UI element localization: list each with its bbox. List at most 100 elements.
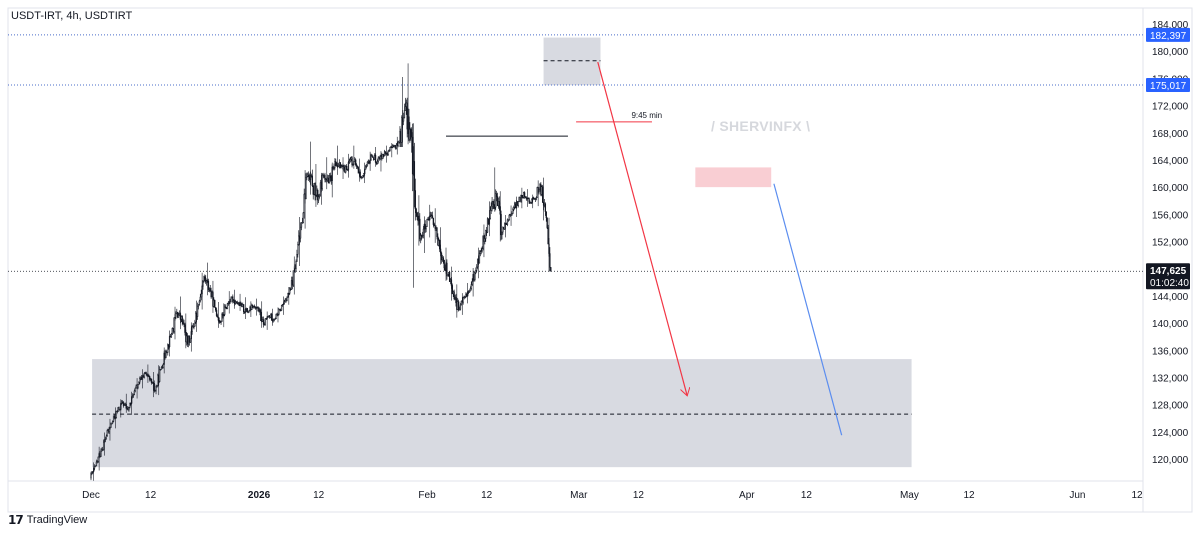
candle-body xyxy=(406,102,408,130)
candle-body xyxy=(498,200,500,207)
candle-body xyxy=(447,273,449,277)
candle-body xyxy=(379,156,381,159)
x-tick-label: 12 xyxy=(633,490,645,501)
candle-body xyxy=(426,218,428,227)
candle-body xyxy=(317,189,319,201)
candle-body xyxy=(113,415,116,419)
candle-body xyxy=(196,305,199,317)
candle-body xyxy=(303,193,305,214)
candle-body xyxy=(403,110,406,119)
candle-body xyxy=(153,382,155,391)
candle-body xyxy=(352,164,354,166)
candle-body xyxy=(232,296,234,303)
candle-body xyxy=(279,309,281,311)
candle-body xyxy=(122,402,125,406)
candle-body xyxy=(292,270,294,286)
candle-body xyxy=(298,235,300,245)
x-tick-label: 12 xyxy=(963,490,975,501)
candle-body xyxy=(200,293,202,298)
candle-body xyxy=(363,173,365,176)
candle-body xyxy=(489,210,491,220)
y-tick-label: 184,000 xyxy=(1152,20,1189,31)
candle-body xyxy=(286,296,288,302)
candle-body xyxy=(409,129,411,140)
candle-body xyxy=(337,164,340,167)
candle-body xyxy=(333,167,335,169)
candle-body xyxy=(112,415,115,422)
candle-body xyxy=(112,421,114,424)
candle-body xyxy=(460,300,463,306)
y-tick-label: 136,000 xyxy=(1152,346,1189,357)
candle-body xyxy=(517,201,519,206)
candle-body xyxy=(335,161,337,167)
candle-body xyxy=(550,267,552,272)
candle-body xyxy=(116,411,118,413)
candle-body xyxy=(207,280,210,290)
x-tick-label: Apr xyxy=(739,490,755,501)
candle-body xyxy=(504,223,506,230)
candle-body xyxy=(230,297,232,302)
y-tick-label: 124,000 xyxy=(1152,428,1189,439)
candle-body xyxy=(484,238,486,242)
candle-body xyxy=(159,369,162,371)
candle-body xyxy=(119,409,121,411)
candle-body xyxy=(104,438,107,441)
candle-body xyxy=(451,285,453,295)
candle-body xyxy=(508,214,510,220)
candle-body xyxy=(305,177,307,200)
candle-body xyxy=(413,161,416,191)
candle-body xyxy=(318,194,321,198)
candle-body xyxy=(137,384,139,389)
brand-label: TradingView xyxy=(26,514,88,526)
candle-body xyxy=(314,183,316,196)
candle-body xyxy=(401,117,403,143)
candle-body xyxy=(235,301,238,303)
candle-body xyxy=(294,268,296,272)
candle-body xyxy=(143,373,145,378)
candle-body xyxy=(111,422,113,425)
candle-body xyxy=(93,466,96,469)
candle-body xyxy=(345,166,348,171)
candle-body xyxy=(194,321,196,327)
candle-body xyxy=(253,305,256,308)
candle-body xyxy=(278,309,280,315)
candle-body xyxy=(183,323,185,326)
candle-body xyxy=(308,174,310,178)
candle-body xyxy=(542,186,544,203)
time-annotation-label: 9:45 min xyxy=(631,111,662,120)
candle-body xyxy=(486,218,489,233)
candle-body xyxy=(264,318,266,326)
candle-body xyxy=(492,201,494,205)
candle-body xyxy=(215,309,218,316)
supply-zone-2 xyxy=(695,167,772,188)
candle-body xyxy=(474,272,476,281)
tradingview-branding[interactable]: 𝟭𝟳 TradingView xyxy=(8,513,87,527)
candle-body xyxy=(520,195,522,202)
candle-body xyxy=(155,385,157,392)
candle-body xyxy=(432,217,435,225)
candle-body xyxy=(251,305,253,310)
candle-body xyxy=(280,309,282,312)
candle-body xyxy=(443,259,445,269)
candle-body xyxy=(364,166,367,170)
level-badge-label: 182,397 xyxy=(1150,31,1187,42)
symbol-header[interactable]: USDT-IRT, 4h, USDTIRT xyxy=(11,10,133,22)
x-tick-label: 12 xyxy=(1131,490,1143,501)
candle-body xyxy=(283,301,285,305)
candle-body xyxy=(92,471,94,473)
candle-body xyxy=(240,302,242,305)
candle-body xyxy=(470,284,472,289)
candle-body xyxy=(361,177,363,179)
candle-body xyxy=(177,311,179,318)
candle-body xyxy=(404,106,407,111)
candle-body xyxy=(370,154,372,161)
candle-body xyxy=(95,461,98,467)
candle-body xyxy=(523,192,526,198)
candle-body xyxy=(100,450,102,457)
candle-body xyxy=(189,338,192,343)
candle-body xyxy=(511,213,513,216)
candle-body xyxy=(471,281,473,285)
candle-body xyxy=(384,151,387,154)
y-tick-label: 132,000 xyxy=(1152,373,1189,384)
